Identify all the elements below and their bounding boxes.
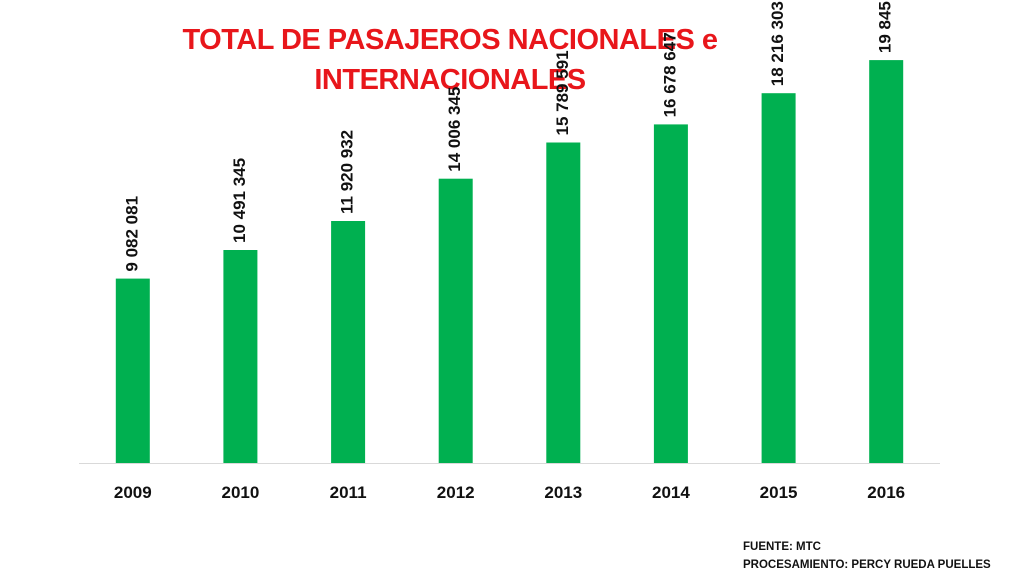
bar-2010 bbox=[223, 250, 258, 463]
processing-text: PROCESAMIENTO: PERCY RUEDA PUELLES bbox=[743, 559, 991, 571]
data-label-2015: 18 216 303 bbox=[768, 1, 787, 86]
bar-2016 bbox=[869, 60, 904, 463]
x-tick-2014: 2014 bbox=[652, 483, 690, 502]
bars-group bbox=[115, 60, 904, 464]
x-tick-2009: 2009 bbox=[114, 483, 152, 502]
bar-2009 bbox=[115, 278, 150, 463]
x-tick-2015: 2015 bbox=[760, 483, 798, 502]
bar-2015 bbox=[761, 93, 796, 463]
x-tick-labels-group: 2009 2010 2011 2012 2013 2014 2015 2016 bbox=[114, 483, 905, 502]
chart-title-line-1: TOTAL DE PASAJEROS NACIONALES e bbox=[182, 24, 718, 56]
x-tick-2012: 2012 bbox=[437, 483, 475, 502]
chart-title: TOTAL DE PASAJEROS NACIONALES e INTERNAC… bbox=[150, 20, 750, 100]
source-note: FUENTE: MTC PROCESAMIENTO: PERCY RUEDA P… bbox=[743, 538, 991, 574]
data-label-2009: 9 082 081 bbox=[122, 196, 141, 272]
bar-2014 bbox=[653, 124, 688, 464]
x-tick-2011: 2011 bbox=[330, 483, 367, 502]
bar-labels-group: 9 082 081 10 491 345 11 920 932 14 006 345 1… bbox=[122, 0, 894, 272]
bar-2012 bbox=[438, 178, 473, 463]
data-label-2016: 19 845 860 bbox=[876, 0, 895, 53]
data-label-2010: 10 491 345 bbox=[230, 158, 249, 243]
bar-2013 bbox=[546, 142, 581, 463]
data-label-2014: 16 678 647 bbox=[660, 32, 679, 117]
x-tick-2013: 2013 bbox=[544, 483, 582, 502]
x-tick-2016: 2016 bbox=[867, 483, 905, 502]
source-text: FUENTE: MTC bbox=[743, 541, 821, 553]
data-label-2013: 15 789 591 bbox=[553, 50, 572, 135]
chart-title-line-2: INTERNACIONALES bbox=[314, 64, 586, 96]
data-label-2012: 14 006 345 bbox=[445, 87, 464, 172]
data-label-2011: 11 920 932 bbox=[338, 130, 357, 214]
bar-2011 bbox=[331, 221, 366, 463]
x-tick-2010: 2010 bbox=[221, 483, 259, 502]
